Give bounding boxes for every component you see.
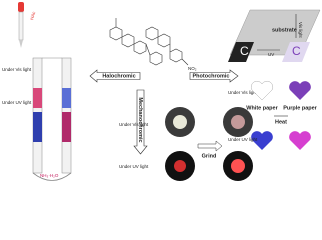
mechano-uv-label: Under UV light: [119, 164, 149, 169]
heat-label: Heat: [275, 119, 287, 125]
mechano-vis-label: Under Vis light: [119, 122, 149, 127]
tube-uv-label: Under UV light: [2, 100, 32, 105]
arrow-down: [133, 89, 148, 155]
white-paper-label: White paper: [246, 105, 278, 111]
hearts: [250, 80, 311, 150]
arrow-right-label: Photochromic: [193, 74, 230, 80]
arrow-right: [189, 69, 239, 83]
letter: C: [240, 44, 249, 58]
photos: [165, 107, 253, 181]
arrow-left-label: Halochromic: [102, 74, 135, 80]
arrow-left: [89, 69, 141, 83]
grind-label: Grind: [202, 153, 217, 159]
letter: C: [292, 44, 301, 58]
tube-vis-label: Under Vis light: [2, 67, 32, 72]
heart-vis-label: Under Vis light: [228, 90, 258, 95]
nitro-group: NO₂: [188, 66, 197, 71]
arrow-down-label: Mechanochromic: [137, 97, 143, 142]
u-tube: [32, 57, 72, 181]
base-label: NH₃·H₂O: [40, 173, 59, 178]
heart-uv-label: Under UV light: [228, 137, 258, 142]
substrate-label: substrate: [272, 27, 297, 33]
uv-label: UV: [268, 52, 274, 57]
molecule: [109, 18, 189, 66]
graphical-abstract: HAc Under Vis light Under UV light NH₃·H…: [2, 2, 321, 181]
vis-arrow-label: Vis light: [298, 22, 303, 38]
substrate: C C: [228, 9, 321, 62]
purple-paper-label: Purple paper: [283, 105, 317, 111]
dropper: [18, 2, 24, 48]
dropper-label: HAc: [29, 10, 36, 20]
